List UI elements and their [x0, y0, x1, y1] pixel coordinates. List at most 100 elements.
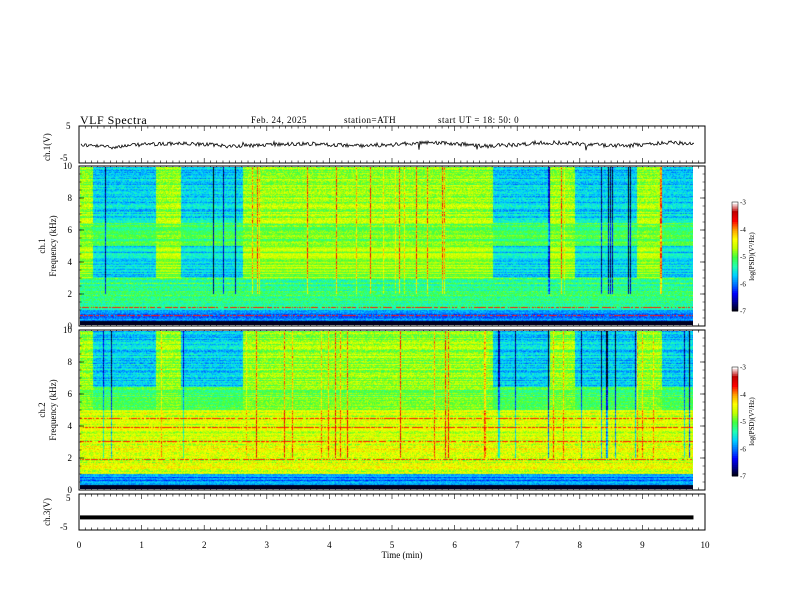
- ch2-colorbar-segment: [732, 390, 738, 393]
- ch2-colorbar-segment: [732, 425, 738, 428]
- xaxis-tick-label: 2: [202, 540, 207, 550]
- ch1-colorbar-segment: [732, 205, 738, 208]
- ch2-colorbar-segment: [732, 430, 738, 433]
- ch1-spec-ytick-label: 2: [68, 289, 73, 299]
- ch1-colorbar-segment: [732, 218, 738, 221]
- ch1-spec-ytick-label: 0: [68, 321, 73, 331]
- xaxis-tick-label: 9: [640, 540, 645, 550]
- ch1-colorbar-segment: [732, 214, 738, 218]
- ch1-colorbar-segment: [732, 240, 738, 243]
- ch2-colorbar-segment: [732, 401, 738, 404]
- time-axis: 0 1 2 3 4 5 6 7 8 9 10: [77, 540, 710, 550]
- ch3-wave-frame: [78, 493, 706, 531]
- ch2-colorbar-segment: [732, 416, 738, 419]
- ch1-colorbar-label: log(PSD)(V²/Hz): [748, 232, 756, 281]
- xaxis-tick-label: 0: [77, 540, 82, 550]
- ch2-colorbar-segment: [732, 439, 738, 442]
- ch2-colorbar-segment: [732, 454, 738, 457]
- ch1-colorbar-segment: [732, 211, 738, 214]
- ch3-ytick-bottom: -5: [60, 522, 68, 532]
- ch1-colorbar-segment: [732, 260, 738, 263]
- ch1-spec-yticks: 0 2 4 6 8 10: [63, 161, 705, 331]
- xaxis-tick-label: 1: [139, 540, 144, 550]
- ch2-spec-yticks: 0 2 4 6 8 10: [63, 325, 705, 495]
- ch1-colorbar-segment: [732, 287, 738, 290]
- ch1-spec-ylabel-line1: ch.1: [37, 238, 47, 253]
- ch1-colorbar-segment: [732, 272, 738, 276]
- ch2-colorbar-segment: [732, 456, 738, 459]
- start-time-label: start UT = 18: 50: 0: [438, 115, 519, 125]
- ch2-colorbar-segment: [732, 468, 738, 472]
- ch1-colorbar-segment: [732, 220, 738, 223]
- ch1-colorbar-segment: [732, 292, 738, 296]
- ch2-colorbar-segment: [732, 397, 738, 401]
- ch1-colorbar-segment: [732, 216, 738, 219]
- ch1-colorbar-tick-label: -6: [740, 280, 746, 288]
- xaxis-tick-label: 3: [265, 540, 270, 550]
- ch2-colorbar-segment: [732, 414, 738, 417]
- ch2-colorbar-segment: [732, 450, 738, 453]
- ch1-colorbar-segment: [732, 212, 738, 216]
- ch1-colorbar-segment: [732, 207, 738, 210]
- ch2-colorbar-segment: [732, 417, 738, 421]
- ch1-colorbar-segment: [732, 241, 738, 245]
- ch2-colorbar-segment: [732, 392, 738, 395]
- ch1-colorbar-tick-label: -3: [740, 199, 746, 207]
- ch1-colorbar-segment: [732, 281, 738, 285]
- ch1-colorbar-segment: [732, 265, 738, 268]
- ch1-colorbar-segment: [732, 285, 738, 288]
- ch2-colorbar-segment: [732, 437, 738, 441]
- ch3-ylabel: ch.3(V): [42, 498, 52, 526]
- ch1-colorbar: -3 -4 -5 -6 -7 log(PSD)(V²/Hz): [731, 199, 756, 316]
- ch2-colorbar-segment: [732, 466, 738, 470]
- ch2-colorbar-segment: [732, 461, 738, 464]
- ch2-colorbar-segment: [732, 448, 738, 452]
- ch1-colorbar-tick-label: -7: [740, 308, 746, 316]
- ch1-colorbar-segment: [732, 280, 738, 283]
- ch2-colorbar-tick-label: -3: [740, 364, 746, 372]
- ch2-colorbar-segment: [732, 399, 738, 403]
- ch2-colorbar-segment: [732, 376, 738, 379]
- ch2-colorbar-segment: [732, 474, 738, 477]
- ch2-colorbar-frame: [731, 366, 739, 477]
- ch2-colorbar-segment: [732, 367, 738, 370]
- ch2-spec-ytick-label: 8: [68, 357, 73, 367]
- ch2-colorbar-segment: [732, 383, 738, 386]
- ch1-spectrogram-image: [80, 167, 693, 325]
- ch1-colorbar-segment: [732, 294, 738, 297]
- ch2-colorbar-segment: [732, 396, 738, 399]
- ch2-spec-ylabel-line1: ch.2: [37, 402, 47, 417]
- ch1-colorbar-segment: [732, 247, 738, 250]
- ch1-colorbar-segment: [732, 245, 738, 248]
- ch2-colorbar-segment: [732, 459, 738, 462]
- ch2-colorbar-segment: [732, 445, 738, 448]
- ch2-colorbar-segment: [732, 385, 738, 388]
- ch1-ytick-bottom: -5: [60, 153, 68, 163]
- ch1-waveform-panel: ch.1(V) 5 -5: [42, 121, 695, 163]
- ch1-colorbar-segment: [732, 309, 738, 312]
- ch1-colorbar-segment: [732, 225, 738, 228]
- ch2-colorbar-label: log(PSD)(V²/Hz): [748, 397, 756, 446]
- ch2-spec-ytick-label: 0: [68, 485, 73, 495]
- ch1-colorbar-segment: [732, 251, 738, 254]
- ch1-spec-ytick-label: 4: [68, 257, 73, 267]
- ch2-colorbar-segment: [732, 432, 738, 435]
- ch1-colorbar-segment: [732, 232, 738, 236]
- ch2-colorbar-tick-label: -6: [740, 445, 746, 453]
- ch1-colorbar-segment: [732, 298, 738, 301]
- ch1-colorbar-segment: [732, 291, 738, 294]
- ch2-colorbar: -3 -4 -5 -6 -7 log(PSD)(V²/Hz): [731, 364, 756, 481]
- ch2-colorbar-segment: [732, 372, 738, 375]
- ch1-colorbar-tick-label: -4: [740, 226, 746, 234]
- ch1-colorbar-segment: [732, 303, 738, 307]
- ch2-spec-ytick-label: 6: [68, 389, 73, 399]
- ch2-colorbar-tick-label: -4: [740, 391, 746, 399]
- ch1-colorbar-segment: [732, 267, 738, 270]
- ch2-colorbar-segment: [732, 452, 738, 455]
- ch2-colorbar-segment: [732, 377, 738, 381]
- ch1-ylabel: ch.1(V): [42, 133, 52, 161]
- ch3-waveform-panel: ch.3(V) 5 -5: [42, 493, 694, 532]
- ch1-colorbar-segment: [732, 301, 738, 305]
- ch3-ytick-top: 5: [66, 493, 71, 503]
- xaxis-tick-label: 4: [327, 540, 332, 550]
